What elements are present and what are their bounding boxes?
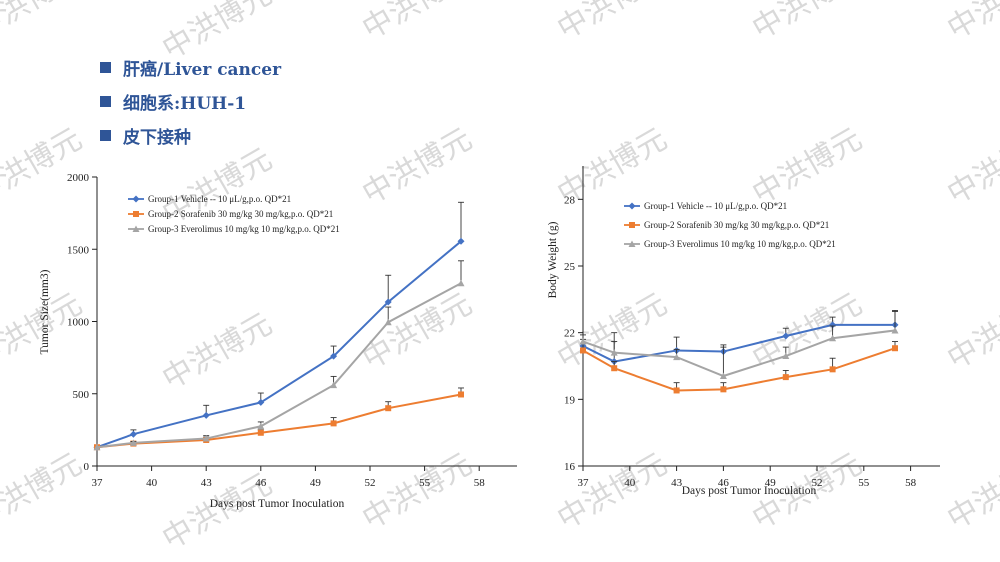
data-point: [257, 422, 265, 430]
x-tick-label: 46: [255, 477, 267, 489]
data-point: [782, 352, 790, 359]
x-tick-label: 52: [365, 477, 376, 489]
x-tick-label: 43: [201, 477, 213, 489]
series-line: [582, 329, 896, 378]
x-tick-label: 40: [146, 477, 158, 489]
x-axis-title: Days post Tumor Inoculation: [210, 498, 345, 510]
y-axis-title: Body Weight (g): [547, 221, 559, 298]
bullet-square-icon: [100, 129, 111, 141]
legend-swatch-marker: [132, 195, 140, 203]
x-tick-label: 40: [624, 477, 636, 489]
bullet-cancer-type: 肝癌/Liver cancer: [100, 50, 281, 84]
y-tick-label: 28: [564, 194, 576, 206]
x-tick-label: 55: [419, 477, 431, 489]
x-tick-label: 43: [671, 477, 683, 489]
bullet-list: 肝癌/Liver cancer 细胞系:HUH-1 皮下接种: [100, 50, 281, 152]
legend-label: Group-3 Everolimus 10 mg/kg 10 mg/kg,p.o…: [644, 239, 836, 249]
x-tick-label: 49: [765, 477, 777, 489]
legend-label: Group-1 Vehicle -- 10 μL/g,p.o. QD*21: [148, 194, 291, 204]
data-point: [257, 398, 265, 406]
x-tick-label: 52: [812, 477, 823, 489]
data-point: [93, 443, 101, 451]
y-tick-label: 0: [84, 461, 90, 473]
bullet-inoculation: 皮下接种: [100, 118, 281, 152]
series-3: [93, 260, 465, 451]
bullet-square-icon: [100, 61, 111, 73]
data-point: [457, 279, 465, 287]
data-point: [202, 435, 210, 442]
data-point: [782, 374, 789, 381]
data-point: [580, 347, 586, 354]
data-point: [673, 353, 681, 361]
data-point: [829, 321, 837, 329]
x-tick-label: 37: [578, 477, 590, 489]
legend-label: Group-2 Sorafenib 30 mg/kg 30 mg/kg,p.o.…: [644, 220, 829, 230]
data-point: [610, 349, 618, 356]
data-point: [457, 237, 465, 245]
y-tick-label: 19: [564, 394, 576, 406]
y-tick-label: 25: [564, 261, 576, 273]
data-point: [330, 381, 338, 389]
legend-swatch-marker: [132, 225, 140, 232]
data-point: [384, 298, 392, 306]
data-point: [579, 338, 587, 345]
data-point: [829, 334, 837, 342]
series-1: [579, 311, 899, 366]
data-point: [892, 345, 898, 352]
y-tick-label: 16: [564, 461, 576, 473]
x-tick-label: 58: [905, 477, 917, 489]
x-tick-label: 58: [474, 477, 486, 489]
x-tick-label: 55: [858, 477, 870, 489]
data-point: [385, 405, 392, 412]
x-axis-title: Days post Tumor Inoculation: [682, 485, 817, 497]
series-line: [582, 323, 895, 363]
legend-swatch-marker: [133, 211, 139, 217]
x-tick-label: 37: [92, 477, 104, 489]
y-axis-title: Tumor Size(mm3): [39, 269, 51, 354]
legend-swatch-marker: [628, 202, 636, 210]
y-tick-label: 500: [73, 389, 90, 401]
series-3: [579, 309, 899, 379]
x-tick-label: 49: [310, 477, 322, 489]
bullet-text: 肝癌/Liver cancer: [123, 59, 282, 80]
series-2: [580, 341, 898, 394]
legend-swatch-marker: [628, 240, 636, 247]
data-point: [129, 439, 137, 446]
bullet-square-icon: [100, 95, 111, 107]
legend-label: Group-2 Sorafenib 30 mg/kg 30 mg/kg,p.o.…: [148, 209, 333, 219]
data-point: [782, 332, 790, 340]
data-point: [330, 352, 338, 360]
x-tick-label: 46: [718, 477, 730, 489]
data-point: [202, 411, 210, 419]
data-point: [673, 387, 680, 394]
data-point: [719, 372, 727, 379]
data-point: [611, 365, 618, 372]
bullet-cell-line: 细胞系:HUH-1: [100, 84, 281, 118]
data-point: [829, 366, 836, 373]
data-point: [891, 326, 899, 334]
data-point: [458, 391, 464, 398]
data-point: [384, 318, 392, 326]
y-tick-label: 22: [564, 328, 575, 340]
data-point: [129, 430, 137, 438]
data-point: [257, 429, 264, 436]
y-tick-label: 2000: [67, 172, 90, 184]
y-tick-label: 1000: [67, 317, 90, 329]
legend-label: Group-1 Vehicle -- 10 μL/g,p.o. QD*21: [644, 201, 787, 211]
legend-label: Group-3 Everolimus 10 mg/kg 10 mg/kg,p.o…: [148, 224, 340, 234]
data-point: [330, 420, 337, 427]
bullet-text: 细胞系:HUH-1: [123, 93, 247, 114]
data-point: [720, 386, 727, 393]
bullet-text: 皮下接种: [123, 127, 191, 148]
legend-swatch-marker: [629, 222, 635, 228]
y-tick-label: 1500: [67, 244, 90, 256]
